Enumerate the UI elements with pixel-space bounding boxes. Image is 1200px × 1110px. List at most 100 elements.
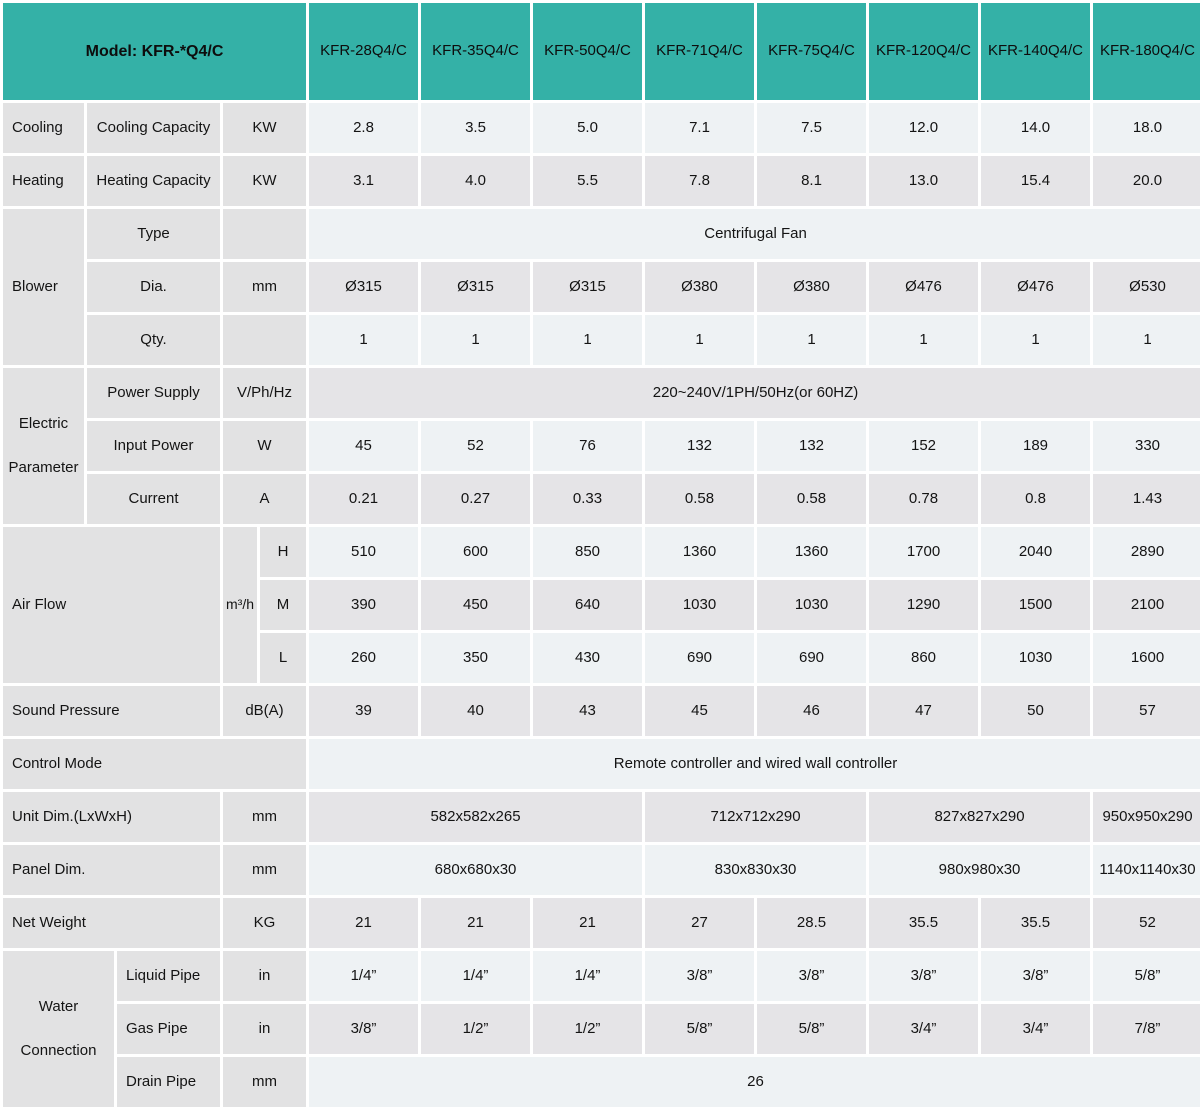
cooling-value: 3.5 [421,103,531,153]
airflow-l-value: 350 [421,633,531,683]
airflow-m-value: 450 [421,580,531,630]
model-col-1: KFR-35Q4/C [421,3,531,100]
cooling-row: Cooling Cooling Capacity KW 2.8 3.5 5.0 … [3,103,1200,153]
heating-row: Heating Heating Capacity KW 3.1 4.0 5.5 … [3,156,1200,206]
blower-type-row: Blower Type Centrifugal Fan [3,209,1200,365]
airflow-l-row: L 260 350 430 690 690 860 1030 1600 [3,633,1200,683]
heating-value: 20.0 [1093,156,1200,206]
net-weight-value: 35.5 [869,898,979,948]
liquid-pipe-value: 3/8” [869,951,979,1001]
airflow-m-value: 640 [533,580,643,630]
input-power-value: 76 [533,421,643,471]
cooling-value: 5.0 [533,103,643,153]
power-supply-value: 220~240V/1PH/50Hz(or 60HZ) [309,368,1200,418]
input-power-value: 45 [309,421,419,471]
blower-qty-value: 1 [421,315,531,365]
airflow-h-row: Air Flow m³/h H 510 600 850 1360 1360 17… [3,527,1200,683]
airflow-h-value: 2040 [981,527,1091,577]
current-unit: A [223,474,307,524]
liquid-pipe-value: 3/8” [981,951,1091,1001]
input-power-label: Input Power [87,421,220,471]
input-power-value: 52 [421,421,531,471]
header-row: Model: KFR-*Q4/C KFR-28Q4/C KFR-35Q4/C K… [3,3,1200,100]
sound-pressure-value: 39 [309,686,419,736]
airflow-m-value: 1030 [757,580,867,630]
model-col-4: KFR-75Q4/C [757,3,867,100]
gas-pipe-unit: in [223,1004,307,1054]
heating-capacity-label: Heating Capacity [87,156,220,206]
gas-pipe-row: Gas Pipe in 3/8” 1/2” 1/2” 5/8” 5/8” 3/4… [3,1004,1200,1054]
input-power-value: 132 [645,421,755,471]
sound-pressure-row: Sound Pressure dB(A) 39 40 43 45 46 47 5… [3,686,1200,736]
sound-pressure-value: 57 [1093,686,1200,736]
airflow-l-value: 690 [645,633,755,683]
airflow-l-value: 430 [533,633,643,683]
gas-pipe-value: 5/8” [645,1004,755,1054]
cooling-value: 14.0 [981,103,1091,153]
model-col-5: KFR-120Q4/C [869,3,979,100]
panel-dim-value: 830x830x30 [645,845,867,895]
sound-pressure-value: 43 [533,686,643,736]
gas-pipe-label: Gas Pipe [117,1004,220,1054]
blower-type-unit [223,209,307,259]
net-weight-value: 35.5 [981,898,1091,948]
net-weight-value: 27 [645,898,755,948]
sound-pressure-value: 47 [869,686,979,736]
blower-dia-row: Dia. mm Ø315 Ø315 Ø315 Ø380 Ø380 Ø476 Ø4… [3,262,1200,312]
heating-value: 8.1 [757,156,867,206]
blower-qty-value: 1 [869,315,979,365]
control-mode-row: Control Mode Remote controller and wired… [3,739,1200,789]
power-supply-unit: V/Ph/Hz [223,368,307,418]
heating-value: 3.1 [309,156,419,206]
heating-value: 4.0 [421,156,531,206]
liquid-pipe-value: 1/4” [421,951,531,1001]
blower-dia-value: Ø380 [757,262,867,312]
airflow-h-value: 2890 [1093,527,1200,577]
model-col-0: KFR-28Q4/C [309,3,419,100]
drain-pipe-label: Drain Pipe [117,1057,220,1107]
airflow-l-label: L [260,633,307,683]
net-weight-unit: KG [223,898,307,948]
airflow-h-value: 1360 [757,527,867,577]
blower-qty-row: Qty. 1 1 1 1 1 1 1 1 [3,315,1200,365]
panel-dim-value: 1140x1140x30 [1093,845,1200,895]
airflow-h-value: 510 [309,527,419,577]
blower-dia-value: Ø315 [309,262,419,312]
airflow-m-value: 1030 [645,580,755,630]
drain-pipe-row: Drain Pipe mm 26 [3,1057,1200,1107]
sound-pressure-unit: dB(A) [223,686,307,736]
model-col-2: KFR-50Q4/C [533,3,643,100]
current-value: 0.58 [645,474,755,524]
heating-value: 13.0 [869,156,979,206]
heating-value: 15.4 [981,156,1091,206]
unit-dim-value: 950x950x290 [1093,792,1200,842]
current-row: Current A 0.21 0.27 0.33 0.58 0.58 0.78 … [3,474,1200,524]
heating-value: 5.5 [533,156,643,206]
liquid-pipe-value: 1/4” [533,951,643,1001]
current-value: 1.43 [1093,474,1200,524]
cooling-value: 18.0 [1093,103,1200,153]
airflow-h-label: H [260,527,307,577]
airflow-h-value: 1700 [869,527,979,577]
sound-pressure-label: Sound Pressure [3,686,220,736]
net-weight-value: 21 [533,898,643,948]
blower-dia-label: Dia. [87,262,220,312]
current-value: 0.78 [869,474,979,524]
model-col-7: KFR-180Q4/C [1093,3,1200,100]
unit-dim-unit: mm [223,792,307,842]
blower-qty-unit [223,315,307,365]
current-value: 0.8 [981,474,1091,524]
sound-pressure-value: 40 [421,686,531,736]
airflow-l-value: 260 [309,633,419,683]
gas-pipe-value: 5/8” [757,1004,867,1054]
blower-dia-value: Ø380 [645,262,755,312]
net-weight-value: 28.5 [757,898,867,948]
liquid-pipe-value: 1/4” [309,951,419,1001]
airflow-l-value: 1600 [1093,633,1200,683]
airflow-m-row: M 390 450 640 1030 1030 1290 1500 2100 [3,580,1200,630]
control-mode-label: Control Mode [3,739,307,789]
gas-pipe-value: 3/4” [869,1004,979,1054]
current-value: 0.21 [309,474,419,524]
input-power-value: 132 [757,421,867,471]
